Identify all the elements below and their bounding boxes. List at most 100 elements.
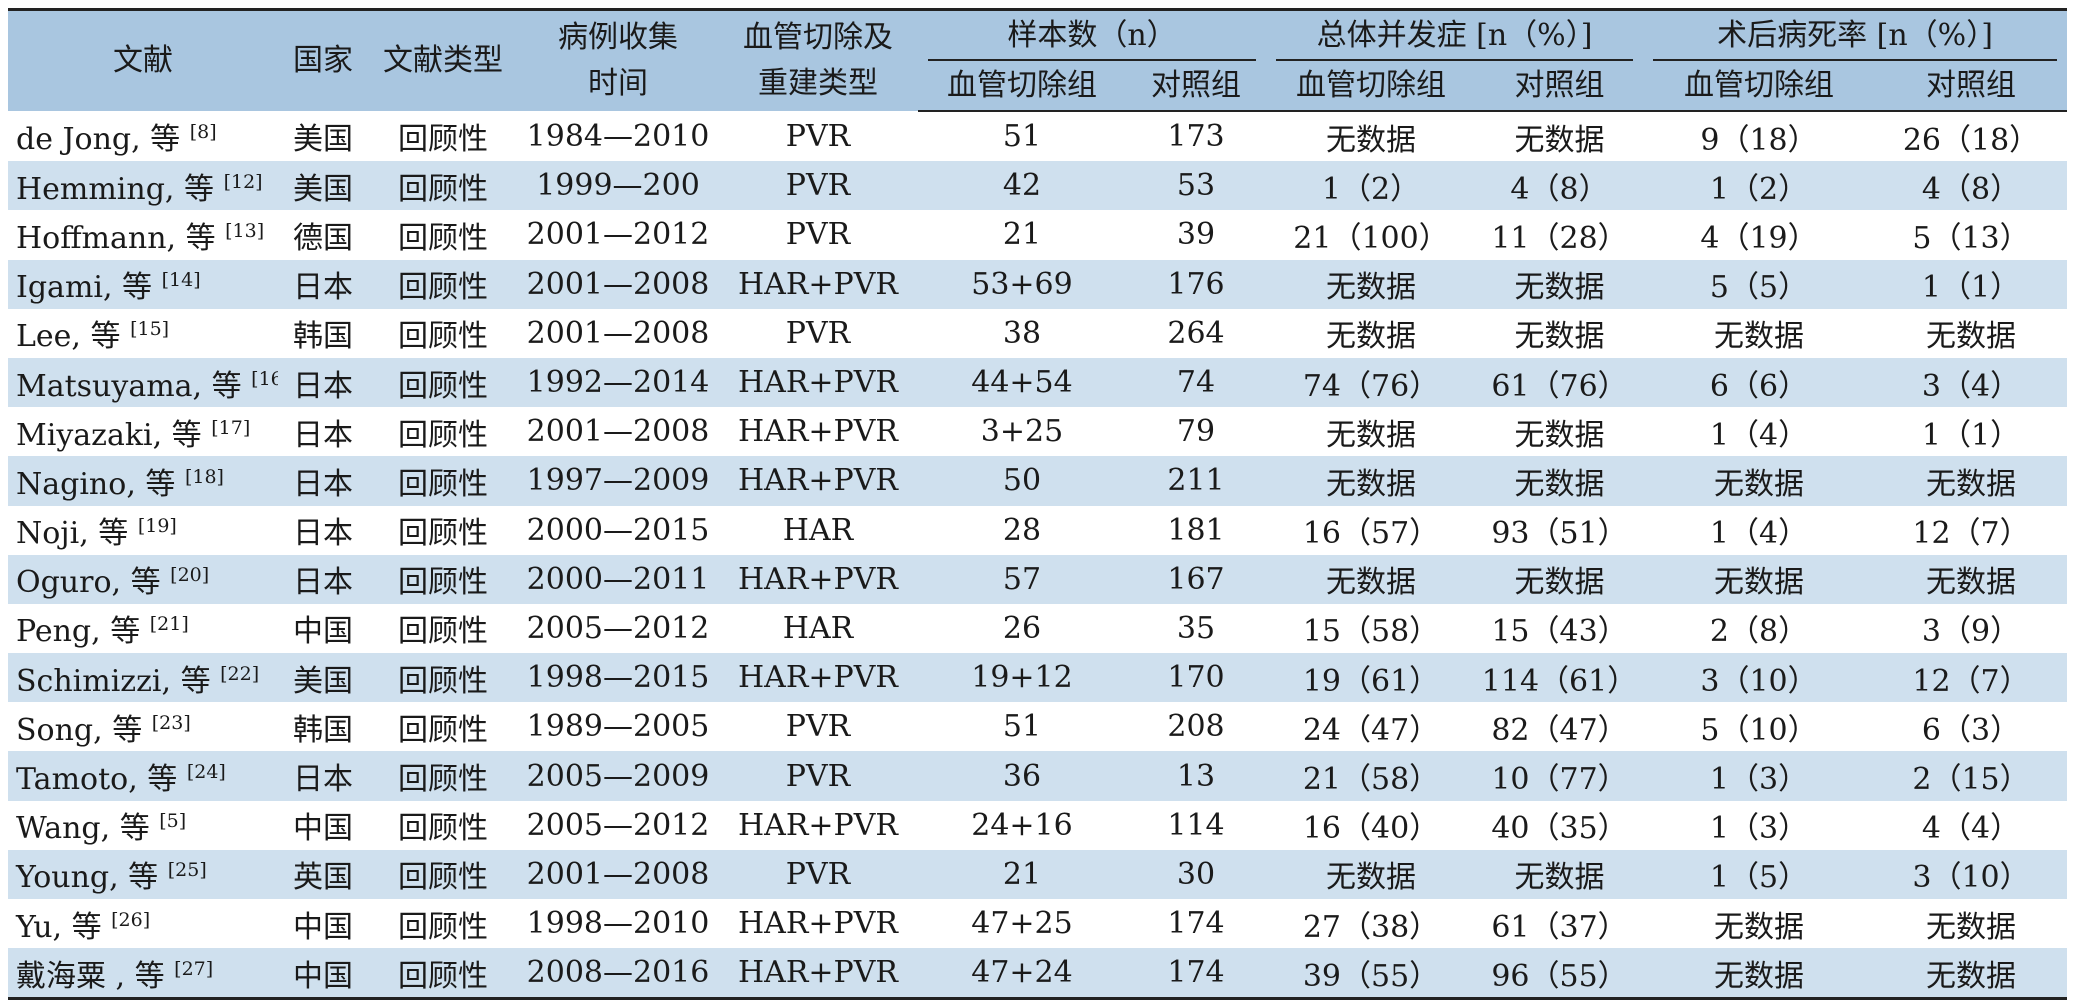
cell-period: 2005—2012	[518, 603, 718, 654]
cell-mortality-control: 4（8）	[1875, 161, 2068, 211]
cell-sample-resection: 26	[918, 603, 1126, 654]
cell-country: 日本	[278, 357, 368, 408]
cell-mortality-control: 无数据	[1875, 948, 2068, 1001]
cell-complication-resection: 24（47）	[1266, 702, 1477, 752]
cell-period: 1999—200	[518, 161, 718, 211]
cell-complication-control: 15（43）	[1476, 603, 1644, 654]
cell-literature: Hoffmann, 等 [13]	[8, 210, 278, 260]
cell-mortality-control: 无数据	[1875, 899, 2068, 949]
cell-complication-resection: 15（58）	[1266, 603, 1477, 654]
cell-country: 日本	[278, 505, 368, 555]
cell-complication-control: 11（28）	[1476, 210, 1644, 260]
cell-complication-resection: 无数据	[1266, 554, 1477, 604]
table-row: Young, 等 [25] 英国 回顾性 2001—2008 PVR 21 30 无数据 无数据…	[8, 849, 2068, 899]
header-resection-type: 血管切除及 重建类型	[718, 9, 918, 111]
cell-period: 2008—2016	[518, 948, 718, 1001]
author-name: Miyazaki, 等	[16, 417, 202, 453]
cell-complication-resection: 21（58）	[1266, 751, 1477, 801]
cell-complication-control: 93（51）	[1476, 505, 1644, 555]
cell-sample-resection: 53+69	[918, 259, 1126, 309]
reference-number: [16]	[251, 367, 278, 390]
cell-complication-control: 无数据	[1476, 849, 1644, 899]
table-row: Hemming, 等 [12] 美国 回顾性 1999—200 PVR 42 53 1（2） 4…	[8, 161, 2068, 211]
cell-sample-control: 264	[1126, 308, 1267, 358]
reference-number: [5]	[159, 810, 187, 833]
cell-mortality-resection: 无数据	[1643, 899, 1876, 949]
cell-mortality-resection: 无数据	[1643, 456, 1876, 506]
header-complication-control: 对照组	[1476, 61, 1644, 112]
cell-mortality-resection: 无数据	[1643, 308, 1876, 358]
reference-number: [12]	[223, 170, 263, 193]
cell-resection-type: PVR	[718, 702, 918, 752]
table-row: Schimizzi, 等 [22] 美国 回顾性 1998—2015 HAR+PVR 19…	[8, 653, 2068, 703]
author-name: de Jong, 等	[16, 122, 181, 158]
cell-literature: Matsuyama, 等 [16]	[8, 357, 278, 408]
cell-resection-type: HAR+PVR	[718, 456, 918, 506]
cell-type: 回顾性	[368, 210, 518, 260]
cell-sample-control: 79	[1126, 407, 1267, 457]
header-complication-resection: 血管切除组	[1266, 61, 1477, 112]
table-row: Matsuyama, 等 [16]日本回顾性1992—2014HAR+PVR44…	[8, 357, 2068, 408]
cell-complication-control: 40（35）	[1476, 800, 1644, 850]
cell-mortality-resection: 9（18）	[1643, 111, 1876, 162]
header-sample-control: 对照组	[1126, 61, 1267, 112]
header-country: 国家	[278, 9, 368, 111]
reference-number: [18]	[184, 465, 224, 488]
author-name: Matsuyama, 等	[16, 368, 242, 404]
cell-sample-resection: 36	[918, 751, 1126, 801]
table-row: Lee, 等 [15] 韩国 回顾性 2001—2008 PVR 38 264 无数据 无数据无…	[8, 308, 2068, 358]
cell-literature: Schimizzi, 等 [22]	[8, 653, 278, 703]
cell-sample-resection: 47+24	[918, 948, 1126, 1001]
cell-mortality-control: 1（1）	[1875, 259, 2068, 309]
cell-sample-resection: 57	[918, 554, 1126, 604]
table-row: Song, 等 [23] 韩国 回顾性 1989—2005 PVR 51 208 24（47）…	[8, 702, 2068, 752]
cell-complication-control: 82（47）	[1476, 702, 1644, 752]
cell-type: 回顾性	[368, 751, 518, 801]
cell-sample-control: 174	[1126, 948, 1267, 1001]
table-body: de Jong, 等 [8] 美国 回顾性 1984—2010 PVR 51 173 无数据无…	[8, 111, 2068, 1001]
author-name: Peng, 等	[16, 614, 141, 650]
cell-mortality-control: 1（1）	[1875, 407, 2068, 457]
cell-resection-type: PVR	[718, 751, 918, 801]
cell-period: 1997—2009	[518, 456, 718, 506]
cell-literature: Yu, 等 [26]	[8, 899, 278, 949]
author-name: Tamoto, 等	[16, 762, 178, 798]
cell-complication-control: 4（8）	[1476, 161, 1644, 211]
author-name: Oguro, 等	[16, 565, 161, 601]
cell-sample-control: 211	[1126, 456, 1267, 506]
cell-complication-control: 无数据	[1476, 259, 1644, 309]
cell-resection-type: HAR+PVR	[718, 407, 918, 457]
cell-sample-control: 181	[1126, 505, 1267, 555]
cell-country: 日本	[278, 751, 368, 801]
cell-period: 2001—2008	[518, 407, 718, 457]
cell-type: 回顾性	[368, 899, 518, 949]
cell-resection-type: PVR	[718, 849, 918, 899]
cell-resection-type: HAR+PVR	[718, 899, 918, 949]
reference-number: [26]	[111, 908, 151, 931]
cell-complication-control: 61（76）	[1476, 357, 1644, 408]
header-mortality-group: 术后病死率 [n（%）]	[1643, 9, 2068, 61]
table-row: Noji, 等 [19] 日本 回顾性 2000—2015 HAR 28 181 16（57）…	[8, 505, 2068, 555]
table-row: Yu, 等 [26] 中国 回顾性 1998—2010 HAR+PVR 47+25 174 2…	[8, 899, 2068, 949]
cell-sample-resection: 51	[918, 111, 1126, 162]
cell-period: 2000—2011	[518, 554, 718, 604]
table-row: Tamoto, 等 [24] 日本 回顾性 2005—2009 PVR 36 13 21（58…	[8, 751, 2068, 801]
cell-mortality-resection: 1（2）	[1643, 161, 1876, 211]
cell-country: 日本	[278, 456, 368, 506]
header-type: 文献类型	[368, 9, 518, 111]
cell-complication-resection: 16（40）	[1266, 800, 1477, 850]
cell-complication-control: 无数据	[1476, 554, 1644, 604]
cell-period: 1992—2014	[518, 357, 718, 408]
author-name: Noji, 等	[16, 516, 129, 552]
cell-sample-control: 35	[1126, 603, 1267, 654]
cell-period: 1998—2015	[518, 653, 718, 703]
cell-sample-control: 174	[1126, 899, 1267, 949]
cell-country: 英国	[278, 849, 368, 899]
cell-sample-resection: 19+12	[918, 653, 1126, 703]
cell-country: 日本	[278, 554, 368, 604]
cell-complication-control: 无数据	[1476, 111, 1644, 162]
cell-sample-control: 74	[1126, 357, 1267, 408]
cell-sample-resection: 44+54	[918, 357, 1126, 408]
cell-type: 回顾性	[368, 702, 518, 752]
cell-sample-resection: 42	[918, 161, 1126, 211]
